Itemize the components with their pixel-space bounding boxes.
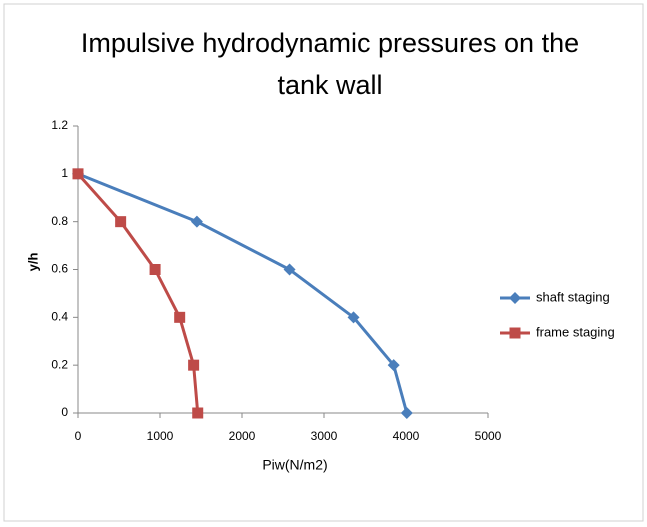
marker (174, 311, 186, 323)
y-tick-label: 1.2 (51, 118, 68, 132)
y-tick-label: 0 (61, 405, 68, 419)
marker (509, 292, 521, 304)
marker (72, 168, 84, 180)
x-tick-label: 1000 (147, 429, 174, 443)
series-line (76, 172, 200, 414)
marker (509, 327, 521, 339)
marker (115, 216, 127, 228)
chart-border (3, 3, 644, 522)
y-tick-label: 0.4 (51, 310, 68, 324)
marker (149, 264, 161, 275)
y-tick-label: 0.2 (51, 357, 68, 371)
x-tick-label: 3000 (311, 429, 338, 443)
series-line (77, 172, 409, 414)
marker (387, 359, 400, 372)
marker (192, 407, 204, 419)
legend-label: shaft staging (536, 289, 610, 304)
marker (347, 311, 360, 324)
x-tick-label: 4000 (393, 429, 420, 443)
marker (190, 215, 203, 228)
y-tick-label: 0.6 (51, 262, 68, 276)
x-axis-label: Piw(N/m2) (262, 457, 327, 473)
y-tick-label: 1 (61, 166, 68, 180)
x-tick-label: 0 (75, 429, 82, 443)
x-tick-label: 5000 (475, 429, 502, 443)
marker (400, 407, 413, 419)
legend-label: frame staging (536, 324, 615, 339)
marker (283, 263, 296, 276)
y-axis-label: y/h (25, 253, 40, 272)
chart-title: Impulsive hydrodynamic pressures on the … (80, 28, 580, 100)
x-tick-label: 2000 (229, 429, 256, 443)
y-tick-label: 0.8 (51, 214, 68, 228)
marker (188, 359, 200, 371)
